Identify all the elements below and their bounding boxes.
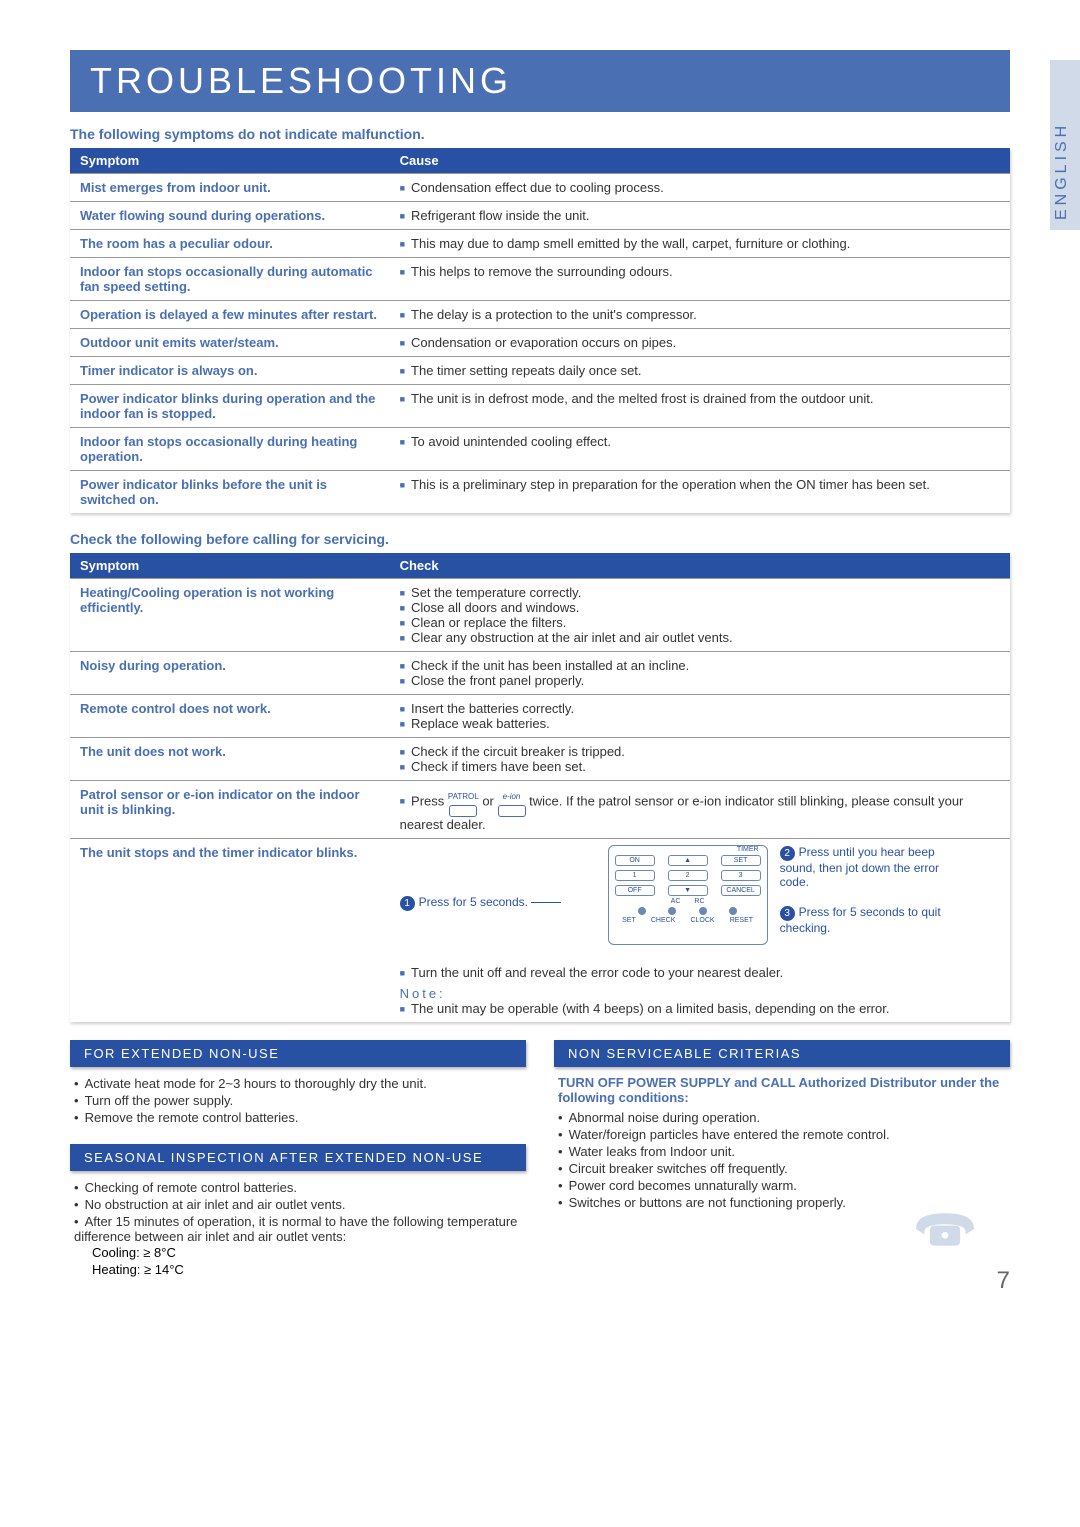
language-tab: ENGLISH <box>1050 60 1080 230</box>
col-symptom-2: Symptom <box>70 553 390 579</box>
extended-nonuse-title: FOR EXTENDED NON-USE <box>70 1040 526 1067</box>
symptom-cell: Patrol sensor or e-ion indicator on the … <box>70 781 390 839</box>
symptom-cell: Water flowing sound during operations. <box>70 202 390 230</box>
symptom-cell: Operation is delayed a few minutes after… <box>70 301 390 329</box>
list-item: Circuit breaker switches off frequently. <box>558 1160 1006 1177</box>
symptom-cell: Indoor fan stops occasionally during hea… <box>70 428 390 471</box>
symptom-cell: Heating/Cooling operation is not working… <box>70 579 390 652</box>
col-symptom: Symptom <box>70 148 390 174</box>
seasonal-list: Checking of remote control batteries.No … <box>70 1179 526 1245</box>
symptom-cell: The room has a peculiar odour. <box>70 230 390 258</box>
cooling-temp: Cooling: ≥ 8°C <box>88 1245 526 1262</box>
symptom-cell: The unit does not work. <box>70 738 390 781</box>
list-item: Checking of remote control batteries. <box>74 1179 522 1196</box>
symptom-cell: Power indicator blinks before the unit i… <box>70 471 390 514</box>
cause-cell: Condensation effect due to cooling proce… <box>390 174 1010 202</box>
symptoms-table-2: Symptom Check Heating/Cooling operation … <box>70 553 1010 1022</box>
check-cell: Check if the circuit breaker is tripped.… <box>390 738 1010 781</box>
cause-cell: To avoid unintended cooling effect. <box>390 428 1010 471</box>
cause-cell: This is a preliminary step in preparatio… <box>390 471 1010 514</box>
page-title: TROUBLESHOOTING <box>70 50 1010 112</box>
list-item: Turn off the power supply. <box>74 1092 522 1109</box>
symptoms-table-1: Symptom Cause Mist emerges from indoor u… <box>70 148 1010 513</box>
list-item: Water leaks from Indoor unit. <box>558 1143 1006 1160</box>
list-item: Water/foreign particles have entered the… <box>558 1126 1006 1143</box>
cause-cell: The delay is a protection to the unit's … <box>390 301 1010 329</box>
symptom-cell: Mist emerges from indoor unit. <box>70 174 390 202</box>
check-cell: Press PATROL or e-ion twice. If the patr… <box>390 781 1010 839</box>
section2-heading: Check the following before calling for s… <box>70 531 1010 547</box>
page-number: 7 <box>997 1267 1010 1295</box>
cause-cell: This helps to remove the surrounding odo… <box>390 258 1010 301</box>
col-check: Check <box>390 553 1010 579</box>
symptom-cell: Remote control does not work. <box>70 695 390 738</box>
section1-heading: The following symptoms do not indicate m… <box>70 126 1010 142</box>
heating-temp: Heating: ≥ 14°C <box>88 1262 526 1279</box>
list-item: Power cord becomes unnaturally warm. <box>558 1177 1006 1194</box>
symptom-cell: Outdoor unit emits water/steam. <box>70 329 390 357</box>
symptom-cell: Timer indicator is always on. <box>70 357 390 385</box>
seasonal-title: SEASONAL INSPECTION AFTER EXTENDED NON-U… <box>70 1144 526 1171</box>
list-item: No obstruction at air inlet and air outl… <box>74 1196 522 1213</box>
extended-nonuse-list: Activate heat mode for 2~3 hours to thor… <box>70 1075 526 1126</box>
cause-cell: Refrigerant flow inside the unit. <box>390 202 1010 230</box>
check-cell: Insert the batteries correctly.Replace w… <box>390 695 1010 738</box>
symptom-cell: The unit stops and the timer indicator b… <box>70 839 390 1023</box>
symptom-cell: Noisy during operation. <box>70 652 390 695</box>
symptom-cell: Indoor fan stops occasionally during aut… <box>70 258 390 301</box>
nonservice-lead: TURN OFF POWER SUPPLY and CALL Authorize… <box>554 1075 1010 1109</box>
check-cell: Check if the unit has been installed at … <box>390 652 1010 695</box>
list-item: Activate heat mode for 2~3 hours to thor… <box>74 1075 522 1092</box>
cause-cell: The unit is in defrost mode, and the mel… <box>390 385 1010 428</box>
list-item: After 15 minutes of operation, it is nor… <box>74 1213 522 1245</box>
check-cell: 1Press for 5 seconds. TIMERON▲SET123OFF▼… <box>390 839 1010 1023</box>
check-cell: Set the temperature correctly.Close all … <box>390 579 1010 652</box>
cause-cell: The timer setting repeats daily once set… <box>390 357 1010 385</box>
symptom-cell: Power indicator blinks during operation … <box>70 385 390 428</box>
list-item: Abnormal noise during operation. <box>558 1109 1006 1126</box>
col-cause: Cause <box>390 148 1010 174</box>
nonservice-title: NON SERVICEABLE CRITERIAS <box>554 1040 1010 1067</box>
cause-cell: This may due to damp smell emitted by th… <box>390 230 1010 258</box>
cause-cell: Condensation or evaporation occurs on pi… <box>390 329 1010 357</box>
list-item: Remove the remote control batteries. <box>74 1109 522 1126</box>
phone-icon <box>910 1194 980 1249</box>
